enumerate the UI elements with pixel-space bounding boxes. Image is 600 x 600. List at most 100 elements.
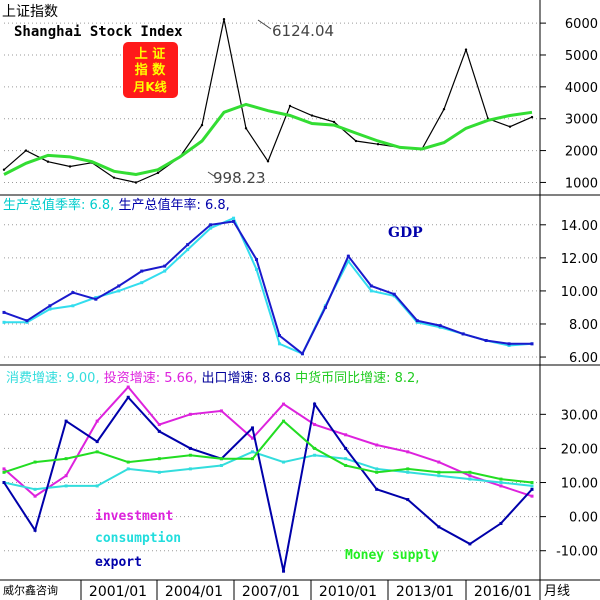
macro-series-point <box>468 474 472 478</box>
macro-series-point <box>375 487 379 491</box>
macro-series-point <box>406 498 410 502</box>
date-axis: 2001/01 2004/01 2007/01 2010/01 2013/01 2016/… <box>80 580 532 600</box>
macro-header: 消费增速: 9.00, 投资增速: 5.66, 出口增速: 8.68 中货币同比… <box>6 370 419 386</box>
gdp-series-point <box>415 320 419 324</box>
chart-title: Shanghai Stock Index <box>14 24 183 40</box>
header-item: 出口增速: 8.68 <box>201 371 290 386</box>
gdp-series-point <box>255 267 259 271</box>
macro-series-point <box>437 525 441 529</box>
macro-series-point <box>313 423 317 427</box>
gdp-series-point <box>186 248 190 252</box>
gdp-series-point <box>186 243 190 247</box>
macro-series-point <box>530 494 534 498</box>
gdp-series-point <box>140 281 144 285</box>
gdp-series-point <box>25 320 29 324</box>
y-tick-label: 12.00 <box>561 252 598 267</box>
macro-series-point <box>344 433 348 437</box>
gdp-series-point <box>209 226 213 230</box>
macro-series-point <box>95 419 99 423</box>
index-price-point <box>46 160 50 163</box>
y-tick-label: -10.00 <box>556 545 598 560</box>
gdp-series <box>2 216 534 356</box>
index-price-point <box>354 139 358 143</box>
macro-series-point <box>33 494 37 498</box>
macro-series-point <box>250 450 254 454</box>
macro-series-point <box>188 467 192 471</box>
gdp-series-line-0 <box>4 216 533 355</box>
macro-series-point <box>499 521 503 525</box>
macro-series-line-3 <box>3 419 533 484</box>
y-axis-ticks: 1000 2000 3000 4000 5000 6000 6.00 8.00 10.00 12.… <box>540 17 598 560</box>
y-tick-label: 6.00 <box>569 351 598 366</box>
macro-series-point <box>282 419 286 423</box>
y-tick-label: 8.00 <box>569 318 598 333</box>
macro-series-point <box>95 450 99 454</box>
macro-series-point <box>64 419 68 423</box>
legend-investment: investment <box>95 509 173 524</box>
macro-series-point <box>2 467 6 471</box>
macro-series-point <box>250 457 254 461</box>
gdp-series-point <box>255 258 259 262</box>
macro-series-point <box>126 467 130 471</box>
gdp-series-point <box>48 307 52 311</box>
macro-series-point <box>344 457 348 461</box>
macro-series-point <box>468 470 472 474</box>
macro-series-point <box>468 542 472 546</box>
macro-series-point <box>375 467 379 471</box>
macro-series-point <box>313 402 317 406</box>
index-corner-label: 上证指数 <box>2 4 58 20</box>
low-annotation: 998.23 <box>213 169 266 187</box>
gdp-series-point <box>415 319 419 323</box>
macro-series-point <box>313 446 317 450</box>
panel-header-text: 生产总值季率: 6.8, 生产总值年率: 6.8, <box>3 197 230 213</box>
y-tick-label: 20.00 <box>561 442 598 457</box>
index-price-point <box>244 127 248 130</box>
macro-series-point <box>33 487 37 491</box>
macro-series-point <box>157 470 161 474</box>
gdp-series-point <box>277 334 281 338</box>
y-tick-label: 3000 <box>565 113 598 128</box>
badge-line-2: 指 数 <box>135 62 167 78</box>
legend-consumption: consumption <box>95 531 181 546</box>
macro-series-point <box>437 460 441 464</box>
date-label: 2010/01 <box>319 584 377 600</box>
panel-header-text: 消费增速: 9.00, 投资增速: 5.66, 出口增速: 8.68 中货币同比… <box>6 370 419 386</box>
gdp-series-point <box>117 289 121 293</box>
index-price-point <box>68 165 72 168</box>
index-price-point <box>464 48 468 51</box>
macro-series-point <box>64 457 68 461</box>
macro-series-point <box>250 426 254 430</box>
y-tick-label: 5000 <box>565 49 598 64</box>
macro-series-point <box>33 528 37 532</box>
index-price-point <box>134 181 138 184</box>
macro-series-point <box>157 423 161 427</box>
y-tick-label: 0.00 <box>569 511 598 526</box>
macro-series-point <box>126 460 130 464</box>
gdp-series-point <box>507 342 511 346</box>
y-tick-label: 2000 <box>565 145 598 160</box>
legend-money-supply: Money supply <box>345 548 439 563</box>
gdp-series-point <box>94 297 98 301</box>
y-tick-label: 1000 <box>565 176 598 191</box>
gdp-series-point <box>117 284 121 288</box>
y-tick-label: 30.00 <box>561 408 598 423</box>
index-price-point <box>288 104 292 108</box>
gdp-header: 生产总值季率: 6.8, 生产总值年率: 6.8, <box>3 197 230 213</box>
gdp-series-point <box>2 310 6 314</box>
macro-series-point <box>344 446 348 450</box>
gdp-series-point <box>392 294 396 298</box>
y-tick-label: 10.00 <box>561 285 598 300</box>
macro-series-point <box>437 474 441 478</box>
gdp-series-point <box>530 342 534 346</box>
gdp-series-point <box>438 325 442 329</box>
macro-series-line-2 <box>3 395 533 572</box>
high-annotation: 6124.04 <box>272 22 334 40</box>
header-item: 投资增速: 5.66, <box>104 370 198 386</box>
macro-series-point <box>219 409 223 413</box>
gdp-series-point <box>277 342 281 346</box>
macro-series-point <box>33 460 37 464</box>
index-price-point <box>310 114 314 117</box>
gdp-series-point <box>71 304 75 308</box>
